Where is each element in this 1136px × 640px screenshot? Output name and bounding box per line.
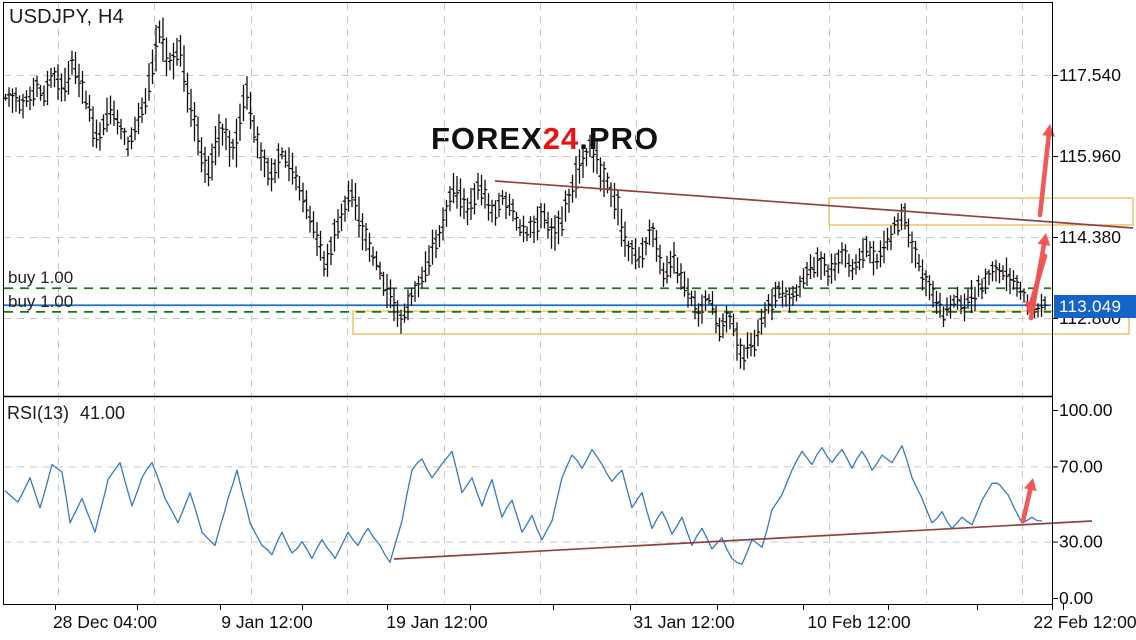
date-axis-label: 10 Feb 12:00 xyxy=(807,612,910,632)
axis-ticks xyxy=(55,75,1064,610)
date-axis-label: 9 Jan 12:00 xyxy=(221,612,313,632)
date-axis-label: 31 Jan 12:00 xyxy=(633,612,734,632)
watermark-logo: FOREX24.PRO xyxy=(431,121,659,157)
price-resistance-trendline xyxy=(494,180,1134,229)
date-axis-label: 28 Dec 04:00 xyxy=(53,612,157,632)
date-axis-labels: 28 Dec 04:00 9 Jan 12:00 19 Jan 12:00 31 Ja… xyxy=(53,612,1136,632)
buy-order-label-1: buy 1.00 xyxy=(8,268,74,287)
rsi-support-trendline xyxy=(393,520,1093,560)
date-axis-label: 19 Jan 12:00 xyxy=(386,612,487,632)
resistance-zone xyxy=(828,197,1134,226)
price-axis-label: 114.380 xyxy=(1059,227,1121,247)
price-axis-label: 117.540 xyxy=(1059,65,1121,85)
gridlines xyxy=(4,3,1051,603)
watermark-text-pro: .PRO xyxy=(579,121,660,156)
support-zone xyxy=(352,310,1130,335)
rsi-line xyxy=(4,445,1043,565)
rsi-series xyxy=(4,445,1043,565)
rsi-axis-label: 0.00 xyxy=(1059,588,1093,608)
price-axis-label: 115.960 xyxy=(1059,146,1121,166)
price-bars xyxy=(3,17,1048,371)
rsi-indicator-name: RSI(13) xyxy=(7,403,70,423)
order-level-lines xyxy=(4,287,1051,313)
zone-rectangles xyxy=(352,197,1134,335)
buy-order-label-2: buy 1.00 xyxy=(8,292,74,311)
price-series xyxy=(3,17,1048,371)
rsi-axis-label: 30.00 xyxy=(1059,532,1103,552)
current-price-box: 113.049 xyxy=(1054,295,1136,318)
forecast-up-arrow-long xyxy=(1037,124,1056,218)
forecast-down-arrow xyxy=(1025,253,1048,314)
symbol-period-title: USDJPY, H4 xyxy=(9,6,125,28)
chart-frame xyxy=(3,2,1053,610)
watermark-text-forex: FOREX xyxy=(431,121,543,156)
rsi-axis-label: 70.00 xyxy=(1059,456,1103,476)
rsi-axis-label: 100.00 xyxy=(1059,400,1113,420)
watermark-text-24: 24 xyxy=(542,121,580,156)
forecast-arrows xyxy=(1020,124,1056,524)
date-axis-label: 22 Feb 12:00 xyxy=(1033,612,1136,632)
rsi-indicator-label: RSI(13) 41.00 xyxy=(7,403,125,424)
rsi-indicator-value: 41.00 xyxy=(80,403,126,423)
rsi-axis-labels: 100.00 70.00 30.00 0.00 xyxy=(1059,400,1113,608)
trendlines xyxy=(393,180,1134,560)
rsi-up-arrow xyxy=(1020,478,1037,524)
